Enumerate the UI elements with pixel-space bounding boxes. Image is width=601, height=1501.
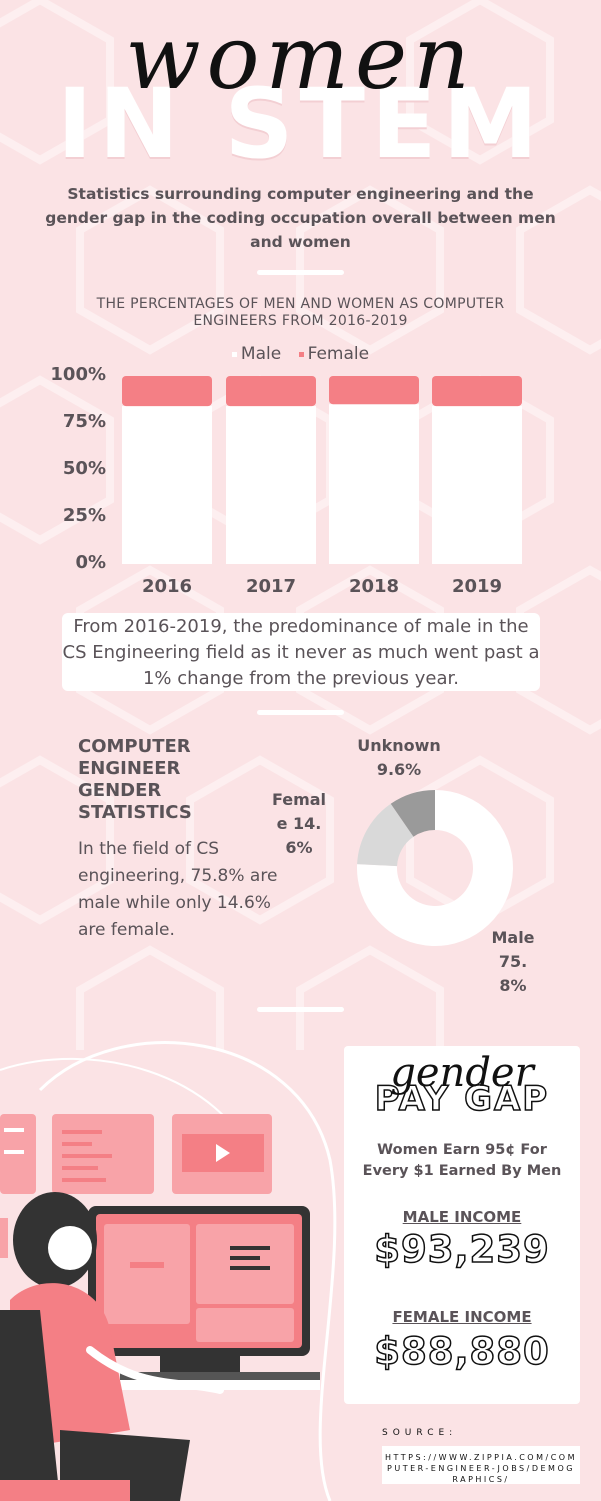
male-income-label: MALE INCOME [402, 1208, 522, 1226]
legend-label-female: Female [307, 344, 370, 364]
bar-male-2017 [226, 406, 316, 564]
divider [257, 270, 344, 275]
y-tick-label: 25% [62, 505, 106, 526]
gender-stats-heading: COMPUTER ENGINEER GENDER STATISTICS [78, 736, 192, 823]
bar-female-2018 [329, 376, 419, 405]
pay-gap-subtitle: Women Earn 95¢ For Every $1 Earned By Me… [362, 1142, 562, 1179]
source-url[interactable]: HTTPS://WWW.ZIPPIA.COM/COMPUTER-ENGINEER… [385, 1453, 577, 1484]
y-tick-label: 75% [62, 411, 106, 432]
pay-gap-card: PAY GAP gender Women Earn 95¢ For Every … [344, 1046, 580, 1404]
y-tick-label: 50% [62, 458, 106, 479]
legend-item-male: Male [231, 344, 282, 364]
bar-chart [122, 376, 522, 564]
bar-male-2018 [329, 404, 419, 564]
legend-label-male: Male [240, 344, 282, 364]
divider [257, 1007, 344, 1012]
woman-at-computer-illustration [0, 1041, 337, 1501]
legend-swatch-female [298, 351, 304, 357]
chart-note: From 2016-2019, the predominance of male… [62, 613, 540, 691]
female-income-label: FEMALE INCOME [392, 1308, 532, 1326]
pie-label-female: Female 14.6% [271, 790, 327, 857]
pay-gap-title: PAY GAP [374, 1079, 550, 1119]
bar-male-2019 [432, 406, 522, 564]
y-tick-label: 100% [50, 364, 106, 385]
script-title: women [125, 6, 476, 109]
big-title: IN STEM [56, 68, 545, 180]
pay-gap-script: gender [390, 1050, 534, 1096]
pie-label-male: Male 75.8% [491, 928, 535, 995]
bar-female-2016 [122, 376, 212, 407]
gender-stats-text: In the field of CS engineering, 75.8% ar… [78, 839, 278, 940]
donut-slice [357, 790, 513, 946]
source-box: HTTPS://WWW.ZIPPIA.COM/COMPUTER-ENGINEER… [382, 1446, 580, 1484]
divider [257, 710, 344, 715]
x-tick-label: 2019 [451, 576, 503, 597]
bar-male-2016 [122, 406, 212, 564]
chart-legend: Male Female [0, 344, 601, 364]
legend-item-female: Female [298, 344, 370, 364]
x-tick-label: 2017 [245, 576, 297, 597]
x-tick-label: 2018 [348, 576, 400, 597]
male-income-value: $93,239 [373, 1227, 550, 1272]
x-tick-label: 2016 [141, 576, 193, 597]
source-label: SOURCE: [382, 1428, 458, 1438]
pie-label-unknown: Unknown 9.6% [357, 736, 441, 779]
bar-female-2017 [226, 376, 316, 407]
y-tick-label: 0% [75, 552, 106, 573]
donut-slice [357, 803, 414, 867]
donut-chart [357, 790, 513, 946]
bar-chart-title: THE PERCENTAGES OF MEN AND WOMEN AS COMP… [96, 296, 505, 329]
bar-female-2019 [432, 376, 522, 407]
subtitle: Statistics surrounding computer engineer… [45, 185, 556, 251]
female-income-value: $88,880 [373, 1329, 550, 1374]
donut-slice [390, 790, 435, 837]
legend-swatch-male [231, 351, 237, 357]
